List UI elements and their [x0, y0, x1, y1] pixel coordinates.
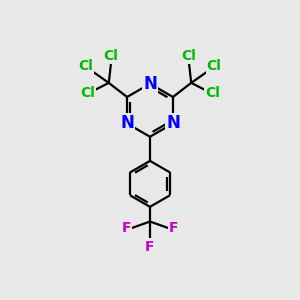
Text: N: N [166, 115, 180, 133]
Text: Cl: Cl [205, 85, 220, 100]
Text: F: F [145, 240, 155, 254]
Text: Cl: Cl [80, 85, 95, 100]
Text: N: N [143, 75, 157, 93]
Text: N: N [120, 115, 134, 133]
Text: F: F [122, 221, 131, 235]
Text: Cl: Cl [182, 49, 196, 63]
Text: Cl: Cl [78, 59, 93, 73]
Text: F: F [169, 221, 178, 235]
Text: Cl: Cl [104, 49, 119, 63]
Text: Cl: Cl [207, 59, 222, 73]
